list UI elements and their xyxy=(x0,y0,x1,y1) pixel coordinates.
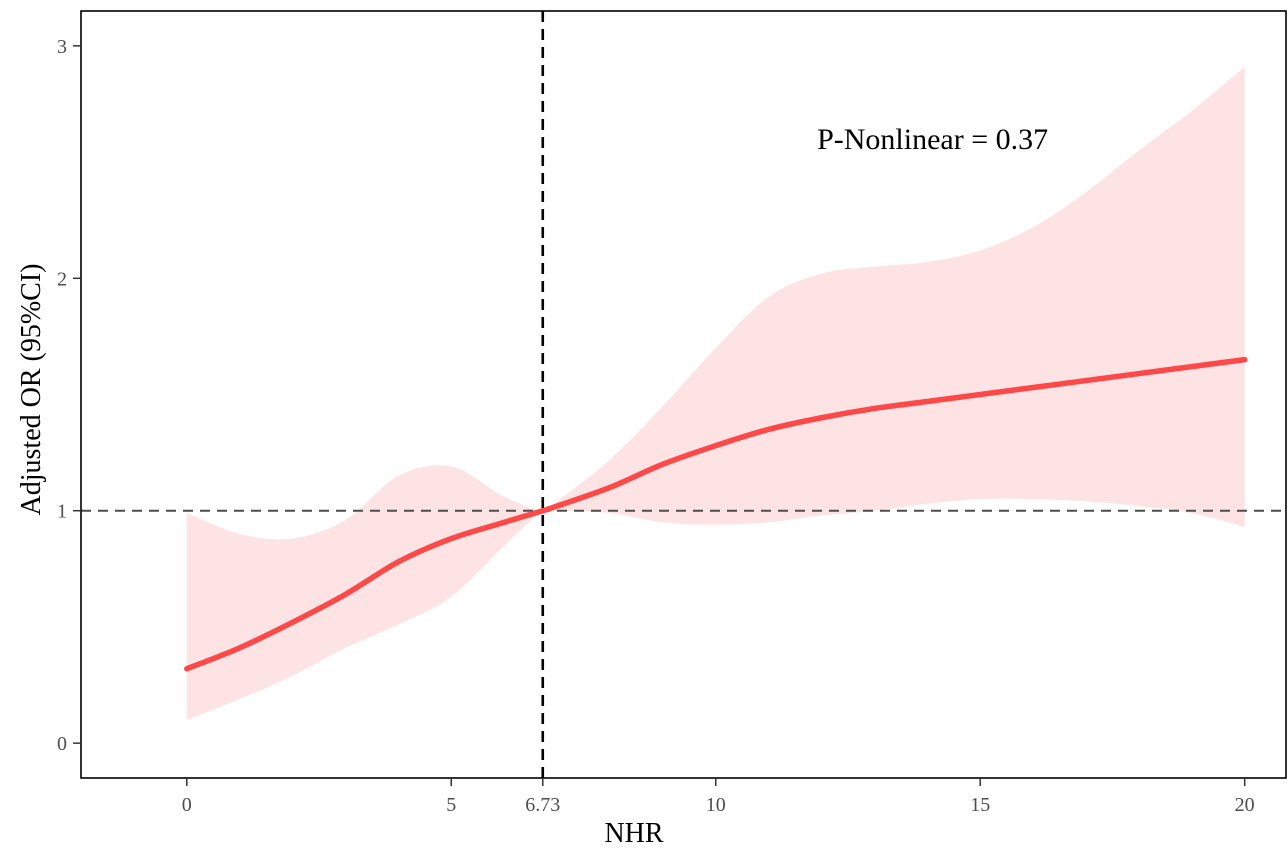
y-axis-title: Adjusted OR (95%CI) xyxy=(16,264,47,516)
x-tick-label: 15 xyxy=(970,794,990,816)
plot-area xyxy=(81,11,1287,778)
x-tick-label: 10 xyxy=(706,794,726,816)
y-tick-label: 0 xyxy=(57,733,67,755)
x-tick-label: 6.73 xyxy=(525,794,560,816)
x-tick-label: 5 xyxy=(446,794,456,816)
x-axis-title: NHR xyxy=(604,818,663,849)
panel-border xyxy=(80,10,1287,779)
y-tick-label: 2 xyxy=(57,268,67,290)
annotation-p-nonlinear: P-Nonlinear = 0.37 xyxy=(817,123,1048,156)
series-line-0 xyxy=(184,356,1248,672)
x-tick-label: 0 xyxy=(182,794,192,816)
axes: 0 5 6.73 10 15 20 0 1 2 3 xyxy=(57,36,1255,816)
y-tick-label: 1 xyxy=(57,501,67,523)
y-tick-label: 3 xyxy=(57,36,67,58)
confidence-band-0 xyxy=(186,66,1245,720)
x-tick-label: 20 xyxy=(1235,794,1255,816)
